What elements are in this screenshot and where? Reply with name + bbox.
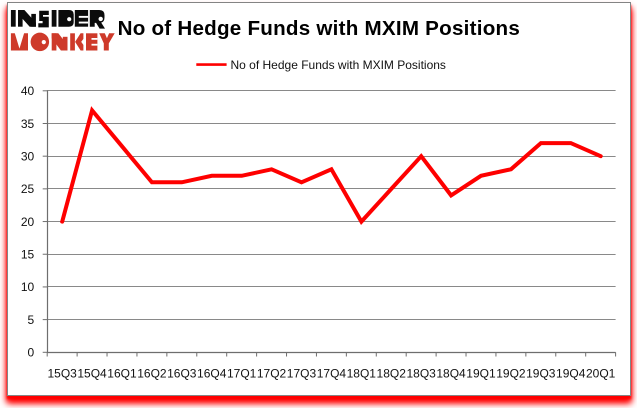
svg-text:30: 30 <box>21 149 35 163</box>
svg-text:19Q4: 19Q4 <box>556 367 586 381</box>
svg-text:19Q3: 19Q3 <box>526 367 556 381</box>
svg-text:35: 35 <box>21 117 35 131</box>
svg-text:40: 40 <box>21 84 35 98</box>
svg-text:19Q1: 19Q1 <box>466 367 496 381</box>
svg-text:18Q3: 18Q3 <box>406 367 436 381</box>
svg-text:16Q1: 16Q1 <box>107 367 137 381</box>
svg-text:5: 5 <box>28 313 35 327</box>
svg-text:17Q3: 17Q3 <box>287 367 317 381</box>
svg-text:17Q2: 17Q2 <box>257 367 287 381</box>
svg-text:0: 0 <box>28 346 35 360</box>
svg-text:10: 10 <box>21 280 35 294</box>
svg-text:16Q4: 16Q4 <box>197 367 227 381</box>
svg-text:15Q4: 15Q4 <box>77 367 107 381</box>
svg-text:15Q3: 15Q3 <box>47 367 77 381</box>
svg-text:18Q1: 18Q1 <box>347 367 377 381</box>
svg-text:25: 25 <box>21 182 35 196</box>
svg-text:16Q2: 16Q2 <box>137 367 167 381</box>
svg-text:15: 15 <box>21 248 35 262</box>
svg-text:18Q2: 18Q2 <box>377 367 407 381</box>
svg-text:19Q2: 19Q2 <box>496 367 526 381</box>
svg-text:16Q3: 16Q3 <box>167 367 197 381</box>
svg-text:18Q4: 18Q4 <box>436 367 466 381</box>
svg-text:17Q1: 17Q1 <box>227 367 257 381</box>
svg-text:No of Hedge Funds with MXIM Po: No of Hedge Funds with MXIM Positions <box>231 58 446 72</box>
svg-text:20: 20 <box>21 215 35 229</box>
svg-text:17Q4: 17Q4 <box>317 367 347 381</box>
svg-text:20Q1: 20Q1 <box>586 367 616 381</box>
svg-text:No of Hedge Funds with MXIM Po: No of Hedge Funds with MXIM Positions <box>118 17 520 40</box>
